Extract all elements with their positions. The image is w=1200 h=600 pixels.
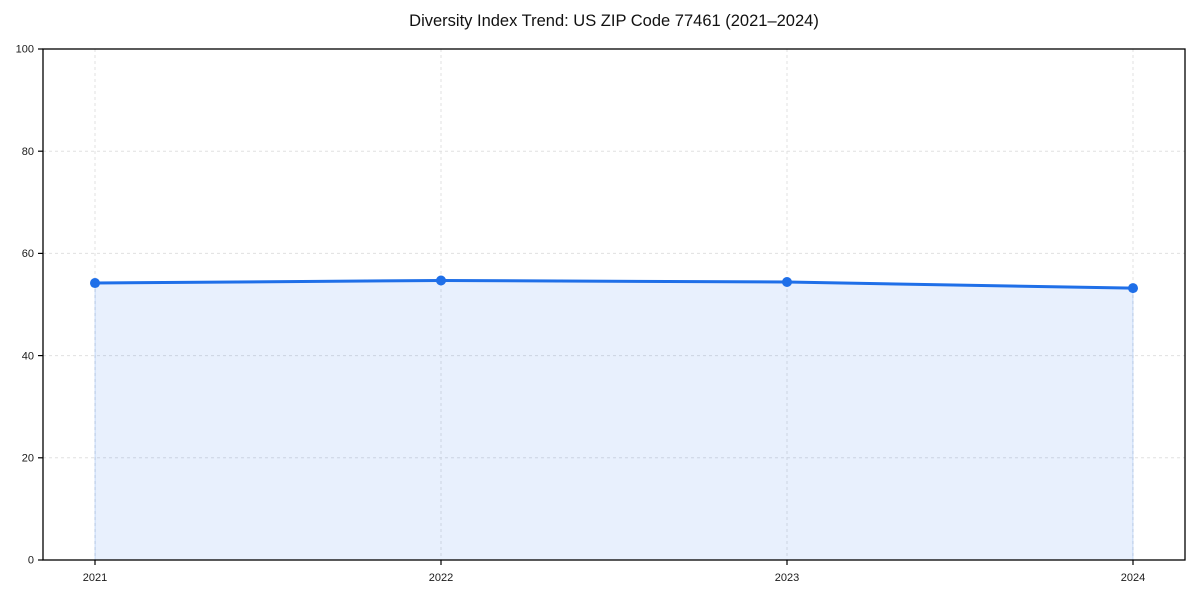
- trend-line: [93, 278, 1135, 290]
- y-axis-tick-label: 40: [22, 350, 34, 362]
- x-axis-tick-label: 2023: [775, 572, 799, 584]
- y-axis-tick-label: 80: [22, 146, 34, 158]
- y-axis-tick-label: 0: [28, 555, 34, 567]
- y-axis-tick-label: 60: [22, 248, 34, 260]
- plot-border: [42, 48, 1186, 561]
- data-point-marker: [782, 277, 792, 288]
- y-axis-tick-label: 100: [16, 44, 34, 56]
- x-axis-tick-label: 2022: [429, 572, 453, 584]
- data-point-marker: [90, 278, 100, 289]
- data-point-marker: [1128, 283, 1138, 294]
- chart-title: Diversity Index Trend: US ZIP Code 77461…: [409, 12, 819, 30]
- x-axis-tick-label: 2024: [1121, 572, 1145, 584]
- data-point-marker: [436, 275, 446, 286]
- y-axis-tick-label: 20: [22, 453, 34, 465]
- x-axis-tick-label: 2021: [83, 572, 107, 584]
- area-fill: [94, 279, 1134, 561]
